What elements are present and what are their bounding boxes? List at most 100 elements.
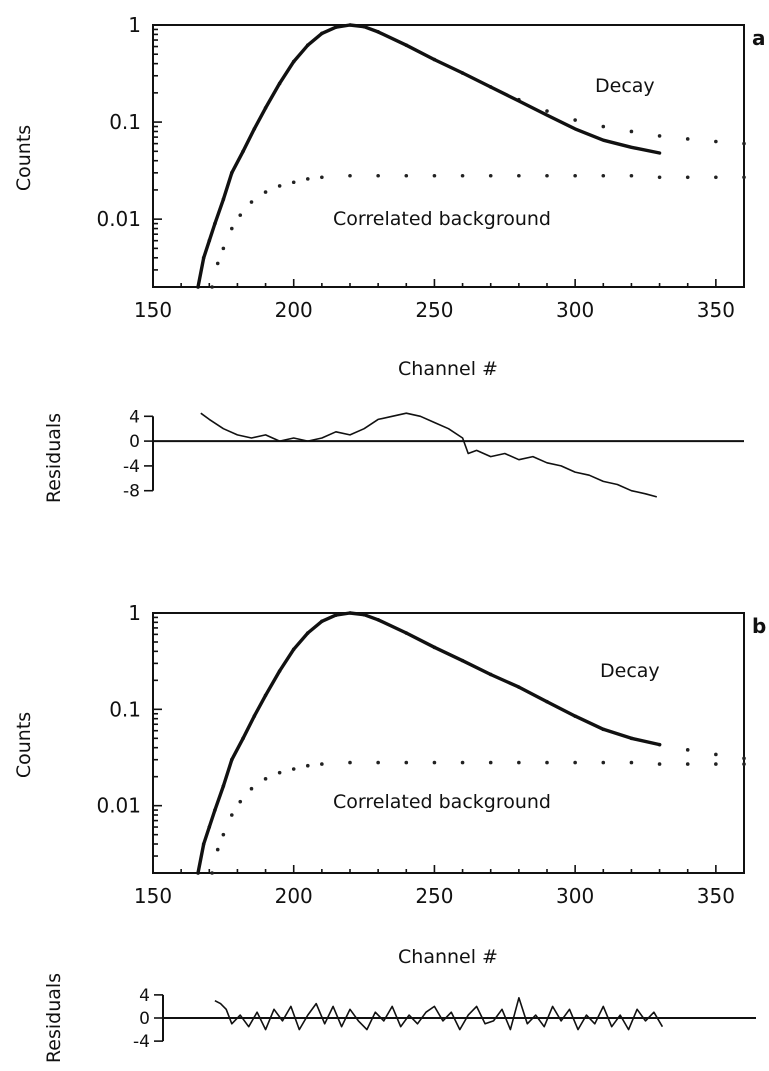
panel-a-residuals-title: Residuals <box>43 413 65 503</box>
background-point <box>601 174 605 178</box>
decay-point <box>630 130 634 134</box>
background-point <box>278 184 282 188</box>
background-point <box>742 762 746 766</box>
background-point <box>376 761 380 765</box>
background-point <box>601 761 605 765</box>
x-tick-label: 300 <box>556 298 594 322</box>
residuals-y-tick-label: 0 <box>139 1009 150 1029</box>
decay-point <box>658 134 662 138</box>
residuals-y-tick-label: -4 <box>133 1032 150 1052</box>
background-point <box>292 180 296 184</box>
x-tick-label: 350 <box>697 298 735 322</box>
background-point <box>222 247 226 251</box>
decay-point <box>742 142 746 146</box>
background-point <box>489 174 493 178</box>
fit-line <box>198 25 660 287</box>
x-tick-label: 250 <box>415 884 453 908</box>
background-point <box>264 777 268 781</box>
background-point <box>278 771 282 775</box>
background-point <box>714 175 718 179</box>
background-point <box>461 174 465 178</box>
background-point <box>348 761 352 765</box>
residuals-line <box>201 413 657 497</box>
panel-b-x-axis: 150 200 250 300 350 <box>134 865 735 908</box>
decay-point <box>714 753 718 757</box>
decay-point <box>714 140 718 144</box>
background-point <box>238 800 242 804</box>
background-point <box>433 174 437 178</box>
background-point <box>404 174 408 178</box>
background-point <box>686 175 690 179</box>
panel-a-x-axis-title: Channel # <box>398 358 498 380</box>
residuals-y-tick-label: 4 <box>129 407 140 427</box>
background-point <box>658 175 662 179</box>
background-point <box>461 761 465 765</box>
panel-a-residuals: Residuals 4 0 -4 -8 <box>43 407 744 503</box>
background-point <box>545 761 549 765</box>
background-point <box>573 761 577 765</box>
panel-a-data <box>196 23 746 289</box>
residuals-line <box>215 998 663 1030</box>
x-tick-label: 150 <box>134 884 172 908</box>
y-tick-label: 0.01 <box>96 794 141 818</box>
background-point <box>742 175 746 179</box>
panel-b-label: b <box>752 614 766 638</box>
background-point <box>320 175 324 179</box>
background-point <box>210 285 214 289</box>
panel-a-y-axis-title: Counts <box>13 125 35 191</box>
decay-point <box>686 137 690 141</box>
panel-a: 150 200 250 300 350 0.01 0.1 1 Counts Channel … <box>13 13 766 503</box>
background-point <box>306 764 310 768</box>
background-point <box>630 174 634 178</box>
panel-b-data <box>196 611 746 875</box>
x-tick-label: 150 <box>134 298 172 322</box>
panel-b-x-axis-title: Channel # <box>398 946 498 968</box>
x-tick-label: 200 <box>275 884 313 908</box>
panel-b-residuals-title: Residuals <box>43 973 65 1063</box>
decay-point <box>742 757 746 761</box>
decay-point <box>686 748 690 752</box>
background-point <box>222 833 226 837</box>
background-point <box>489 761 493 765</box>
residuals-y-tick-label: -4 <box>123 457 140 477</box>
background-point <box>306 177 310 181</box>
residuals-y-tick-label: 0 <box>129 432 140 452</box>
panel-b-y-axis-title: Counts <box>13 712 35 778</box>
panel-b-background-annotation: Correlated background <box>333 791 551 813</box>
background-point <box>573 174 577 178</box>
background-point <box>238 213 242 217</box>
panel-a-label: a <box>752 26 766 50</box>
panel-a-background-annotation: Correlated background <box>333 208 551 230</box>
background-point <box>376 174 380 178</box>
panel-b: 150 200 250 300 350 0.01 0.1 1 Counts Channel … <box>13 601 766 1063</box>
background-point <box>230 227 234 231</box>
background-point <box>433 761 437 765</box>
panel-b-residuals: Residuals 4 0 -4 <box>43 973 756 1063</box>
x-tick-label: 250 <box>415 298 453 322</box>
background-point <box>686 762 690 766</box>
x-tick-label: 200 <box>275 298 313 322</box>
background-point <box>545 174 549 178</box>
background-point <box>292 767 296 771</box>
background-point <box>517 174 521 178</box>
y-tick-label: 0.01 <box>96 207 141 231</box>
panel-a-decay-annotation: Decay <box>595 75 655 97</box>
background-point <box>210 871 214 875</box>
background-point <box>348 174 352 178</box>
background-point <box>250 787 254 791</box>
background-point <box>320 762 324 766</box>
y-tick-label: 0.1 <box>109 110 141 134</box>
background-point <box>216 262 220 266</box>
decay-point <box>601 125 605 129</box>
x-tick-label: 350 <box>697 884 735 908</box>
decay-point <box>573 118 577 122</box>
background-point <box>658 762 662 766</box>
background-point <box>216 848 220 852</box>
y-tick-label: 1 <box>128 13 141 37</box>
y-tick-label: 0.1 <box>109 697 141 721</box>
panel-b-decay-annotation: Decay <box>600 660 660 682</box>
background-point <box>230 813 234 817</box>
fit-line <box>198 613 660 873</box>
background-point <box>517 761 521 765</box>
